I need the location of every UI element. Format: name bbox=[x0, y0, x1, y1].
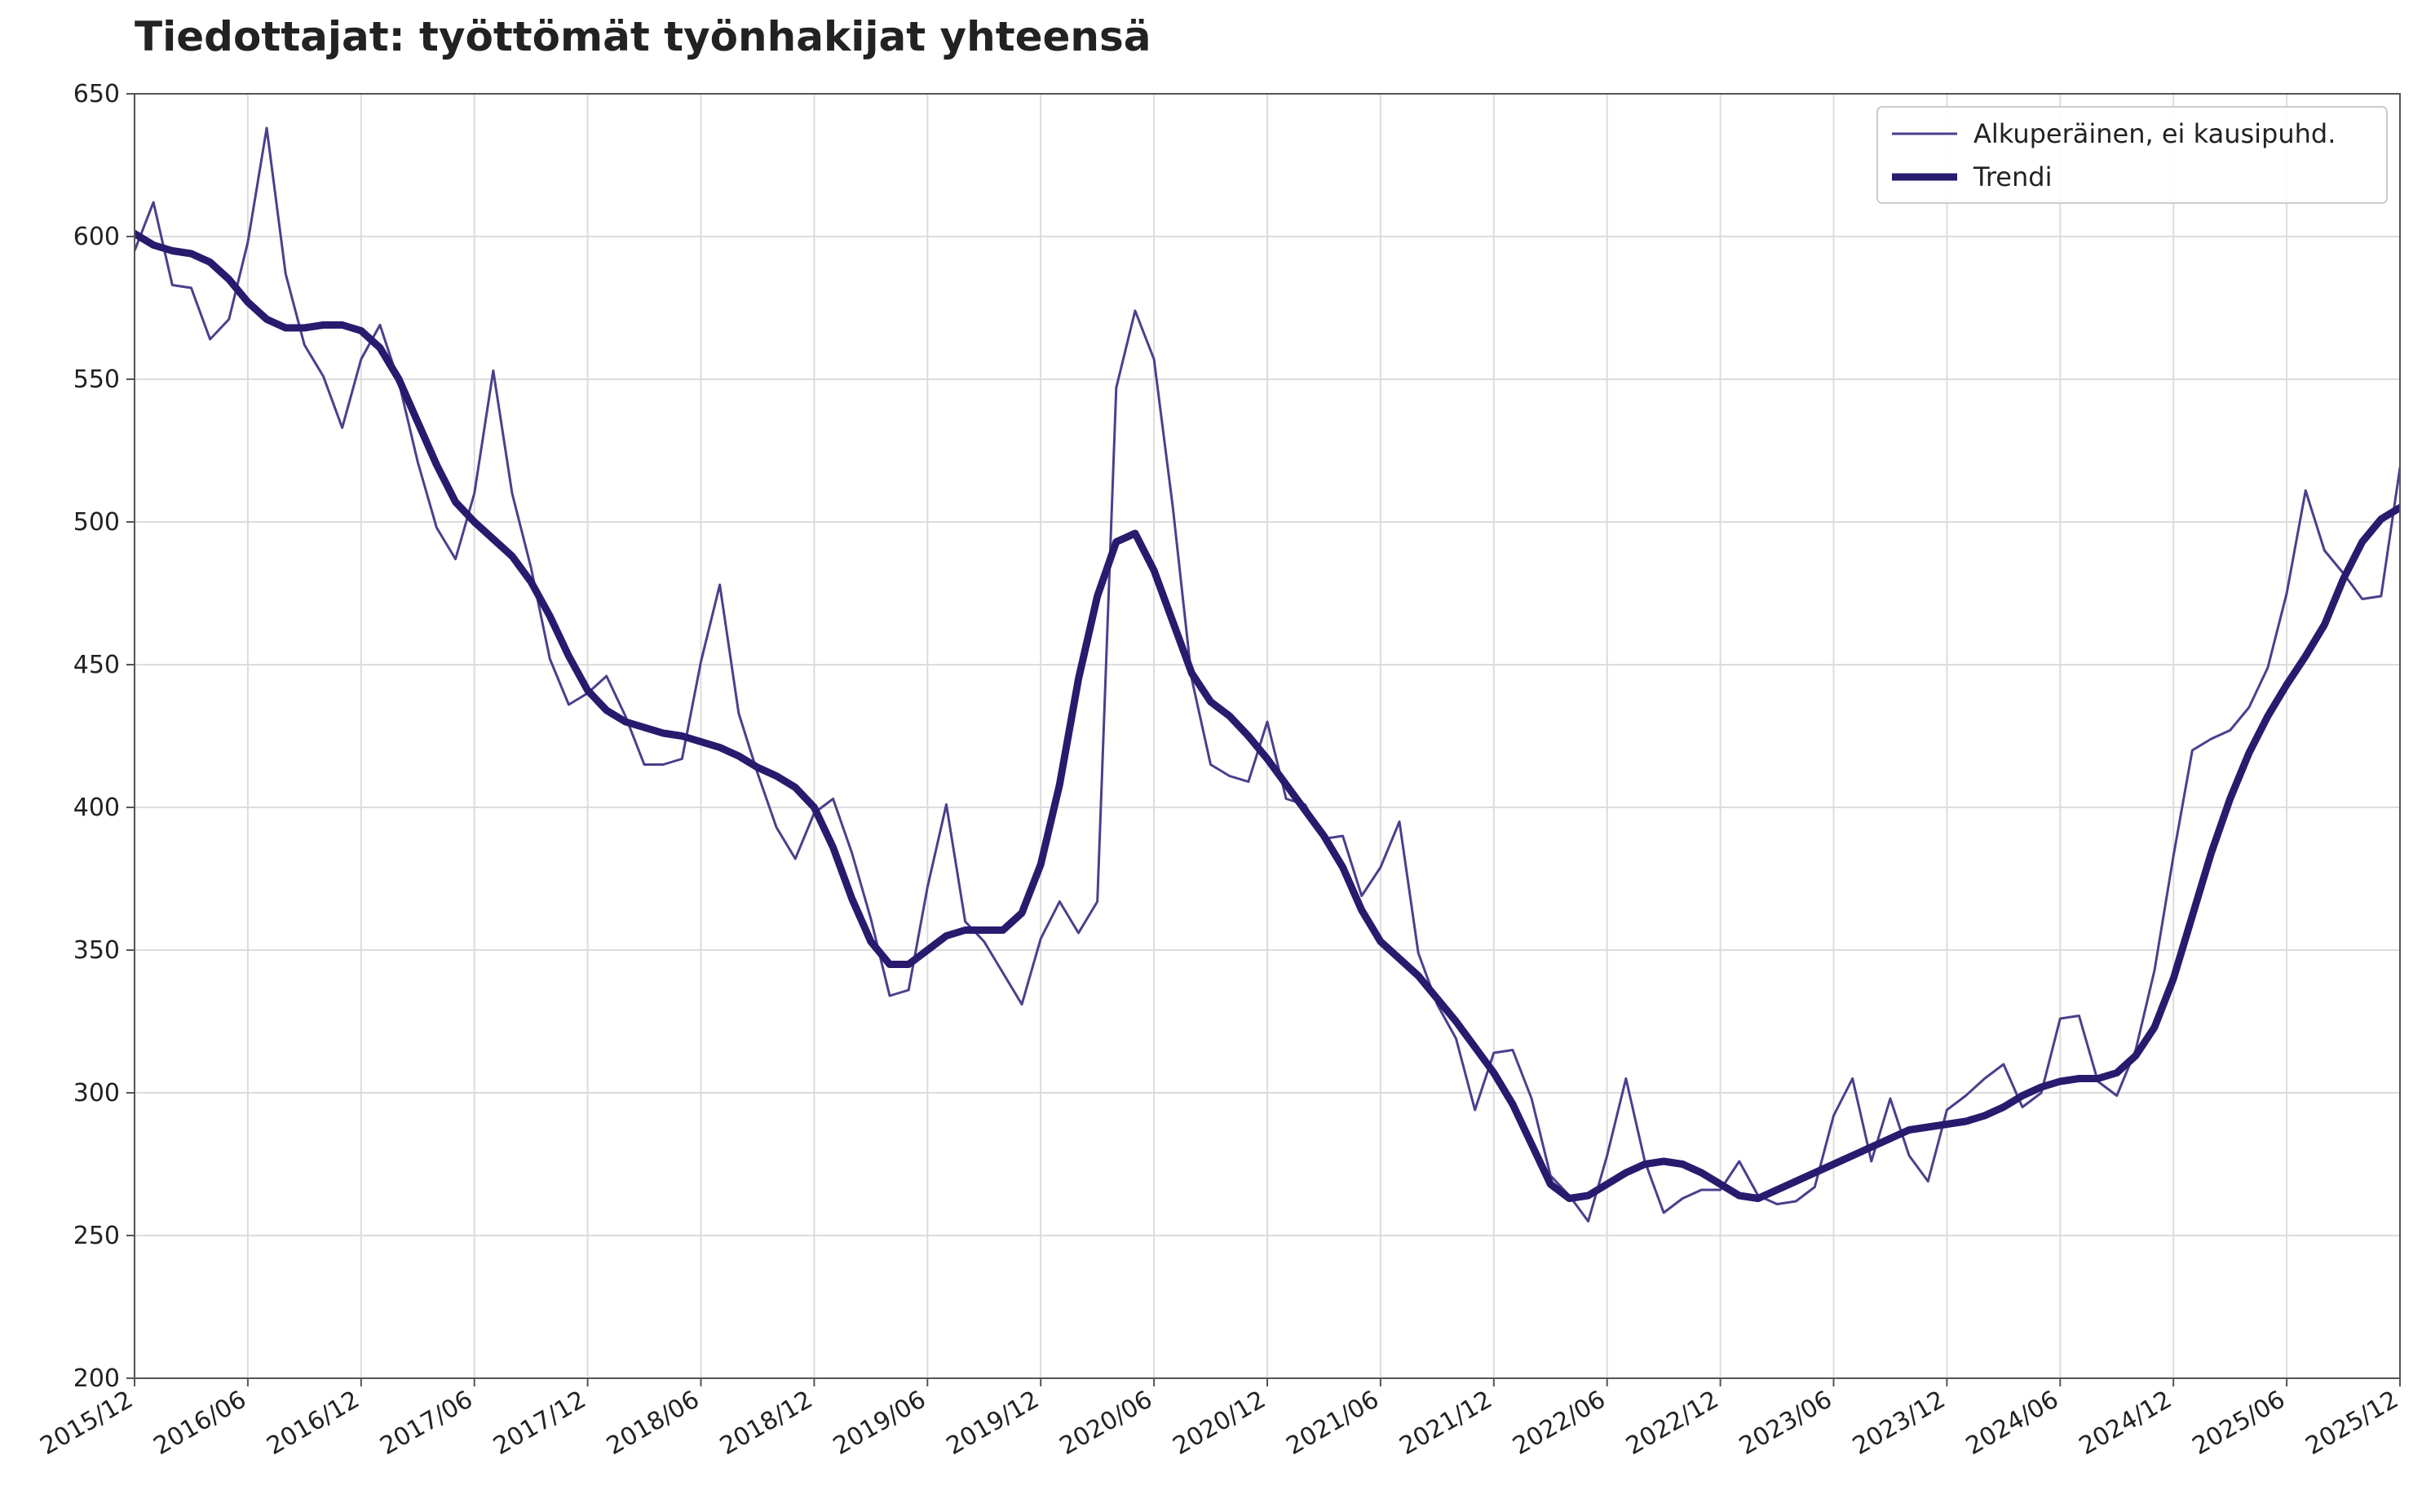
x-tick: 2016/06 bbox=[148, 1378, 251, 1461]
legend-box bbox=[1876, 106, 2388, 204]
x-tick-label: 2016/06 bbox=[148, 1386, 250, 1461]
x-tick: 2017/12 bbox=[488, 1378, 591, 1461]
x-tick: 2021/12 bbox=[1394, 1378, 1497, 1461]
x-tick: 2023/06 bbox=[1735, 1378, 1837, 1461]
legend-label: Trendi bbox=[1973, 161, 2052, 192]
x-tick: 2022/12 bbox=[1621, 1378, 1724, 1461]
legend-entry: Trendi bbox=[1892, 161, 2052, 192]
x-tick: 2020/12 bbox=[1169, 1378, 1271, 1461]
x-tick-label: 2018/06 bbox=[602, 1386, 704, 1461]
y-tick-label: 200 bbox=[73, 1364, 120, 1393]
legend-label: Alkuperäinen, ei kausipuhd. bbox=[1973, 118, 2336, 149]
y-tick-label: 350 bbox=[73, 936, 120, 965]
x-tick: 2023/12 bbox=[1848, 1378, 1950, 1461]
x-tick-label: 2019/06 bbox=[829, 1386, 930, 1461]
y-tick: 600 bbox=[73, 223, 135, 251]
x-tick-label: 2021/06 bbox=[1281, 1386, 1383, 1461]
x-tick: 2025/06 bbox=[2188, 1378, 2290, 1461]
x-tick: 2018/06 bbox=[602, 1378, 705, 1461]
y-tick: 650 bbox=[73, 80, 135, 108]
x-tick: 2016/12 bbox=[262, 1378, 365, 1461]
series-layer bbox=[135, 126, 2400, 1222]
y-tick: 550 bbox=[73, 365, 135, 394]
x-tick-label: 2025/06 bbox=[2188, 1386, 2290, 1461]
x-tick: 2024/12 bbox=[2075, 1378, 2177, 1461]
y-tick-label: 250 bbox=[73, 1222, 120, 1250]
y-tick: 300 bbox=[73, 1079, 135, 1107]
x-tick: 2017/06 bbox=[375, 1378, 478, 1461]
x-tick-label: 2020/12 bbox=[1169, 1386, 1271, 1461]
x-tick-label: 2025/12 bbox=[2301, 1386, 2403, 1461]
x-tick-label: 2020/06 bbox=[1055, 1386, 1157, 1461]
y-tick-label: 600 bbox=[73, 223, 120, 251]
x-tick: 2022/06 bbox=[1508, 1378, 1611, 1461]
x-tick-label: 2015/12 bbox=[36, 1386, 138, 1461]
x-tick-label: 2024/06 bbox=[1961, 1386, 2063, 1461]
x-tick: 2025/12 bbox=[2301, 1378, 2403, 1461]
x-tick: 2019/06 bbox=[829, 1378, 930, 1461]
series-line-trend bbox=[135, 230, 2400, 1202]
y-tick: 250 bbox=[73, 1222, 135, 1250]
x-tick-label: 2017/06 bbox=[375, 1386, 477, 1461]
y-tick-label: 550 bbox=[73, 365, 120, 394]
x-tick-label: 2024/12 bbox=[2075, 1386, 2177, 1461]
x-tick: 2021/06 bbox=[1281, 1378, 1384, 1461]
y-tick: 450 bbox=[73, 651, 135, 679]
y-tick-label: 400 bbox=[73, 794, 120, 822]
x-tick-label: 2016/12 bbox=[262, 1386, 364, 1461]
x-tick-label: 2023/12 bbox=[1848, 1386, 1950, 1461]
y-tick: 400 bbox=[73, 794, 135, 822]
chart-title: Tiedottajat: työttömät työnhakijat yhtee… bbox=[135, 13, 1151, 60]
y-tick-label: 650 bbox=[73, 80, 120, 108]
x-tick: 2024/06 bbox=[1961, 1378, 2063, 1461]
legend-entry: Alkuperäinen, ei kausipuhd. bbox=[1892, 118, 2336, 149]
x-tick-label: 2019/12 bbox=[942, 1386, 1044, 1461]
y-tick: 350 bbox=[73, 936, 135, 965]
x-tick-label: 2022/06 bbox=[1508, 1386, 1610, 1461]
x-tick-label: 2023/06 bbox=[1735, 1386, 1836, 1461]
y-tick: 500 bbox=[73, 508, 135, 537]
x-axis: 2015/12 2016/06 2016/12 2017/06 2017/12 2018/… bbox=[36, 1378, 2403, 1461]
x-tick-label: 2021/12 bbox=[1394, 1386, 1496, 1461]
y-tick: 200 bbox=[73, 1364, 135, 1393]
x-tick: 2020/06 bbox=[1055, 1378, 1157, 1461]
y-tick-label: 450 bbox=[73, 651, 120, 679]
y-tick-label: 300 bbox=[73, 1079, 120, 1107]
x-tick: 2019/12 bbox=[942, 1378, 1044, 1461]
x-tick-label: 2022/12 bbox=[1621, 1386, 1723, 1461]
y-axis: 200 250 300 350 400 450 500 550 600 650 bbox=[73, 80, 135, 1393]
x-tick-label: 2018/12 bbox=[715, 1386, 817, 1461]
x-tick-label: 2017/12 bbox=[488, 1386, 590, 1461]
x-tick: 2018/12 bbox=[715, 1378, 817, 1461]
legend: Alkuperäinen, ei kausipuhd. Trendi bbox=[1876, 106, 2388, 204]
series-line-original bbox=[135, 126, 2400, 1222]
y-tick-label: 500 bbox=[73, 508, 120, 537]
grid-lines bbox=[134, 93, 2401, 1379]
